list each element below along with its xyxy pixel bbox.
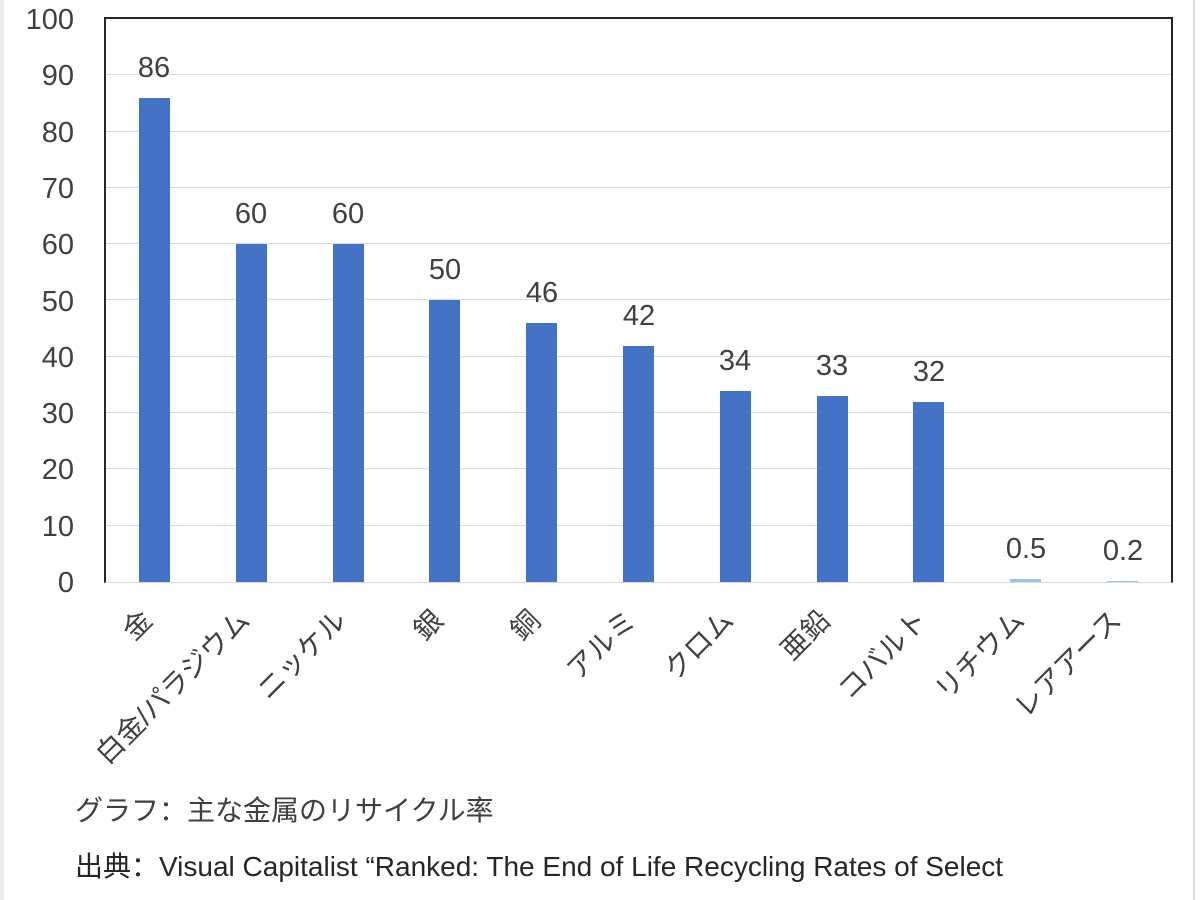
y-tick-label: 20: [41, 454, 74, 486]
window-edge-right: [1193, 0, 1195, 900]
bar-value-label: 0.5: [1005, 533, 1047, 565]
gridline: [106, 74, 1171, 75]
y-tick-label: 50: [41, 286, 74, 318]
chart-caption: グラフ：主な金属のリサイクル率: [75, 795, 494, 826]
gridline: [106, 131, 1171, 132]
window-edge-left: [0, 0, 4, 900]
bar-value-label: 60: [234, 198, 268, 230]
bar-10: [1107, 581, 1138, 582]
bar-8: [913, 402, 944, 582]
y-tick-label: 100: [25, 4, 74, 36]
bar-value-label: 42: [622, 300, 656, 332]
bar-value-label: 32: [912, 356, 946, 388]
bar-3: [429, 300, 460, 582]
y-tick-label: 0: [57, 567, 74, 599]
gridline: [106, 299, 1171, 300]
y-tick-label: 80: [41, 117, 74, 149]
gridline: [106, 187, 1171, 188]
category-label: 銀: [407, 604, 450, 647]
bar-4: [526, 323, 557, 582]
bar-0: [139, 98, 170, 582]
y-tick-label: 60: [41, 229, 74, 261]
bar-value-label: 50: [428, 254, 462, 286]
category-label: 金: [116, 604, 159, 647]
bar-1: [236, 244, 267, 582]
category-label: コバルト: [832, 604, 934, 706]
category-label: 白金/パラジウム: [89, 604, 256, 770]
y-tick-label: 30: [41, 398, 74, 430]
category-label: アルミ: [561, 604, 643, 686]
bar-5: [623, 346, 654, 582]
bar-6: [720, 391, 751, 582]
bar-value-label: 33: [815, 350, 849, 382]
category-label: 銅: [504, 604, 547, 647]
y-tick-label: 70: [41, 173, 74, 205]
category-label: リチウム: [929, 604, 1031, 706]
y-tick-label: 10: [41, 511, 74, 543]
bar-value-label: 46: [525, 277, 559, 309]
bar-9: [1010, 579, 1041, 582]
bar-7: [817, 396, 848, 582]
bar-2: [333, 244, 364, 582]
bar-value-label: 60: [331, 198, 365, 230]
plot-area: 86 60 60 50 46 42 34 33 32 0.5 0.2: [104, 17, 1173, 583]
bar-value-label: 86: [137, 52, 171, 84]
y-tick-label: 40: [41, 342, 74, 374]
y-tick-label: 90: [41, 60, 74, 92]
bar-value-label: 0.2: [1102, 535, 1144, 567]
category-label: クロム: [657, 604, 740, 686]
source-caption: 出典：Visual Capitalist “Ranked: The End of…: [75, 851, 1004, 882]
category-label: ニッケル: [251, 604, 353, 706]
gridline: [106, 243, 1171, 244]
bar-value-label: 34: [718, 345, 752, 377]
category-label: 亜鉛: [774, 604, 837, 666]
